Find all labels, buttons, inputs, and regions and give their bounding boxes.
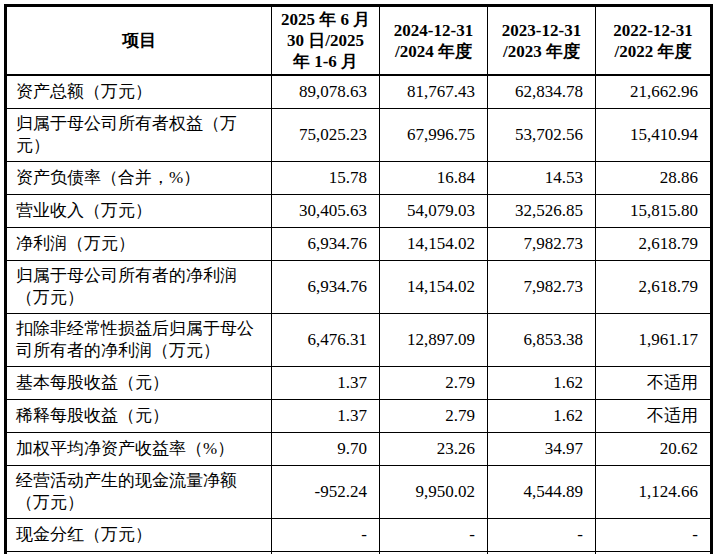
table-row: 基本每股收益（元） 1.37 2.79 1.62 不适用: [6, 366, 712, 399]
column-header-period-2024: 2024-12-31 /2024 年度: [380, 6, 488, 76]
cell-value: -: [380, 518, 488, 551]
cell-value: 不适用: [596, 399, 712, 432]
table-row: 扣除非经常性损益后归属于母公司所有者的净利润（万元） 6,476.31 12,8…: [6, 313, 712, 366]
table-row: 净利润（万元） 6,934.76 14,154.02 7,982.73 2,61…: [6, 227, 712, 260]
cell-value: -: [596, 518, 712, 551]
table-row: 资产总额（万元） 89,078.63 81,767.43 62,834.78 2…: [6, 75, 712, 108]
cell-value: 7,982.73: [488, 260, 596, 313]
cell-value: 15.78: [272, 161, 380, 194]
cell-value: 14,154.02: [380, 260, 488, 313]
cell-value: 9,950.02: [380, 465, 488, 518]
row-label: 营业收入（万元）: [6, 194, 272, 227]
cell-value: 89,078.63: [272, 75, 380, 108]
column-header-item: 项目: [6, 6, 272, 76]
table-row: 经营活动产生的现金流量净额（万元） -952.24 9,950.02 4,544…: [6, 465, 712, 518]
column-header-period-2025: 2025 年 6 月 30 日/2025 年 1-6 月: [272, 6, 380, 76]
row-label: 加权平均净资产收益率（%）: [6, 432, 272, 465]
cell-value: 54,079.03: [380, 194, 488, 227]
financial-summary-table: 项目 2025 年 6 月 30 日/2025 年 1-6 月 2024-12-…: [4, 4, 713, 554]
cell-value: 53,702.56: [488, 108, 596, 161]
table-header-row: 项目 2025 年 6 月 30 日/2025 年 1-6 月 2024-12-…: [6, 6, 712, 76]
table-row: 现金分红（万元） - - - -: [6, 518, 712, 551]
cell-value: 16.84: [380, 161, 488, 194]
row-label: 资产总额（万元）: [6, 75, 272, 108]
cell-value: 30,405.63: [272, 194, 380, 227]
cell-value: 不适用: [596, 366, 712, 399]
cell-value: 14,154.02: [380, 227, 488, 260]
cell-value: -: [272, 518, 380, 551]
cell-value: 23.26: [380, 432, 488, 465]
cell-value: 7,982.73: [488, 227, 596, 260]
cell-value: 1,124.66: [596, 465, 712, 518]
row-label: 扣除非经常性损益后归属于母公司所有者的净利润（万元）: [6, 313, 272, 366]
table-row: 稀释每股收益（元） 1.37 2.79 1.62 不适用: [6, 399, 712, 432]
cell-value: 9.70: [272, 432, 380, 465]
cell-value: 12,897.09: [380, 313, 488, 366]
cell-value: 6,934.76: [272, 260, 380, 313]
cell-value: 1.62: [488, 399, 596, 432]
table-row: 加权平均净资产收益率（%） 9.70 23.26 34.97 20.62: [6, 432, 712, 465]
cell-value: 1.37: [272, 366, 380, 399]
cell-value: 2.79: [380, 366, 488, 399]
cell-value: -952.24: [272, 465, 380, 518]
row-label: 资产负债率（合并，%）: [6, 161, 272, 194]
cell-value: 1,961.17: [596, 313, 712, 366]
cell-value: 1.62: [488, 366, 596, 399]
cell-value: 2,618.79: [596, 260, 712, 313]
cell-value: 62,834.78: [488, 75, 596, 108]
cell-value: 34.97: [488, 432, 596, 465]
row-label: 基本每股收益（元）: [6, 366, 272, 399]
row-label: 净利润（万元）: [6, 227, 272, 260]
column-header-period-2023: 2023-12-31 /2023 年度: [488, 6, 596, 76]
cell-value: 1.37: [272, 399, 380, 432]
cell-value: 6,934.76: [272, 227, 380, 260]
cell-value: 28.86: [596, 161, 712, 194]
table-row: 归属于母公司所有者权益（万元） 75,025.23 67,996.75 53,7…: [6, 108, 712, 161]
cell-value: 6,853.38: [488, 313, 596, 366]
row-label: 经营活动产生的现金流量净额（万元）: [6, 465, 272, 518]
cell-value: 15,815.80: [596, 194, 712, 227]
cell-value: 32,526.85: [488, 194, 596, 227]
cell-value: 75,025.23: [272, 108, 380, 161]
cell-value: 2,618.79: [596, 227, 712, 260]
row-label: 归属于母公司所有者权益（万元）: [6, 108, 272, 161]
cell-value: 15,410.94: [596, 108, 712, 161]
cell-value: 6,476.31: [272, 313, 380, 366]
cell-value: -: [488, 518, 596, 551]
cell-value: 21,662.96: [596, 75, 712, 108]
cell-value: 20.62: [596, 432, 712, 465]
row-label: 现金分红（万元）: [6, 518, 272, 551]
cell-value: 67,996.75: [380, 108, 488, 161]
column-header-period-2022: 2022-12-31 /2022 年度: [596, 6, 712, 76]
table-row: 归属于母公司所有者的净利润（万元） 6,934.76 14,154.02 7,9…: [6, 260, 712, 313]
table-row: 营业收入（万元） 30,405.63 54,079.03 32,526.85 1…: [6, 194, 712, 227]
cell-value: 4,544.89: [488, 465, 596, 518]
cell-value: 14.53: [488, 161, 596, 194]
row-label: 归属于母公司所有者的净利润（万元）: [6, 260, 272, 313]
cell-value: 2.79: [380, 399, 488, 432]
cell-value: 81,767.43: [380, 75, 488, 108]
row-label: 稀释每股收益（元）: [6, 399, 272, 432]
table-row: 资产负债率（合并，%） 15.78 16.84 14.53 28.86: [6, 161, 712, 194]
